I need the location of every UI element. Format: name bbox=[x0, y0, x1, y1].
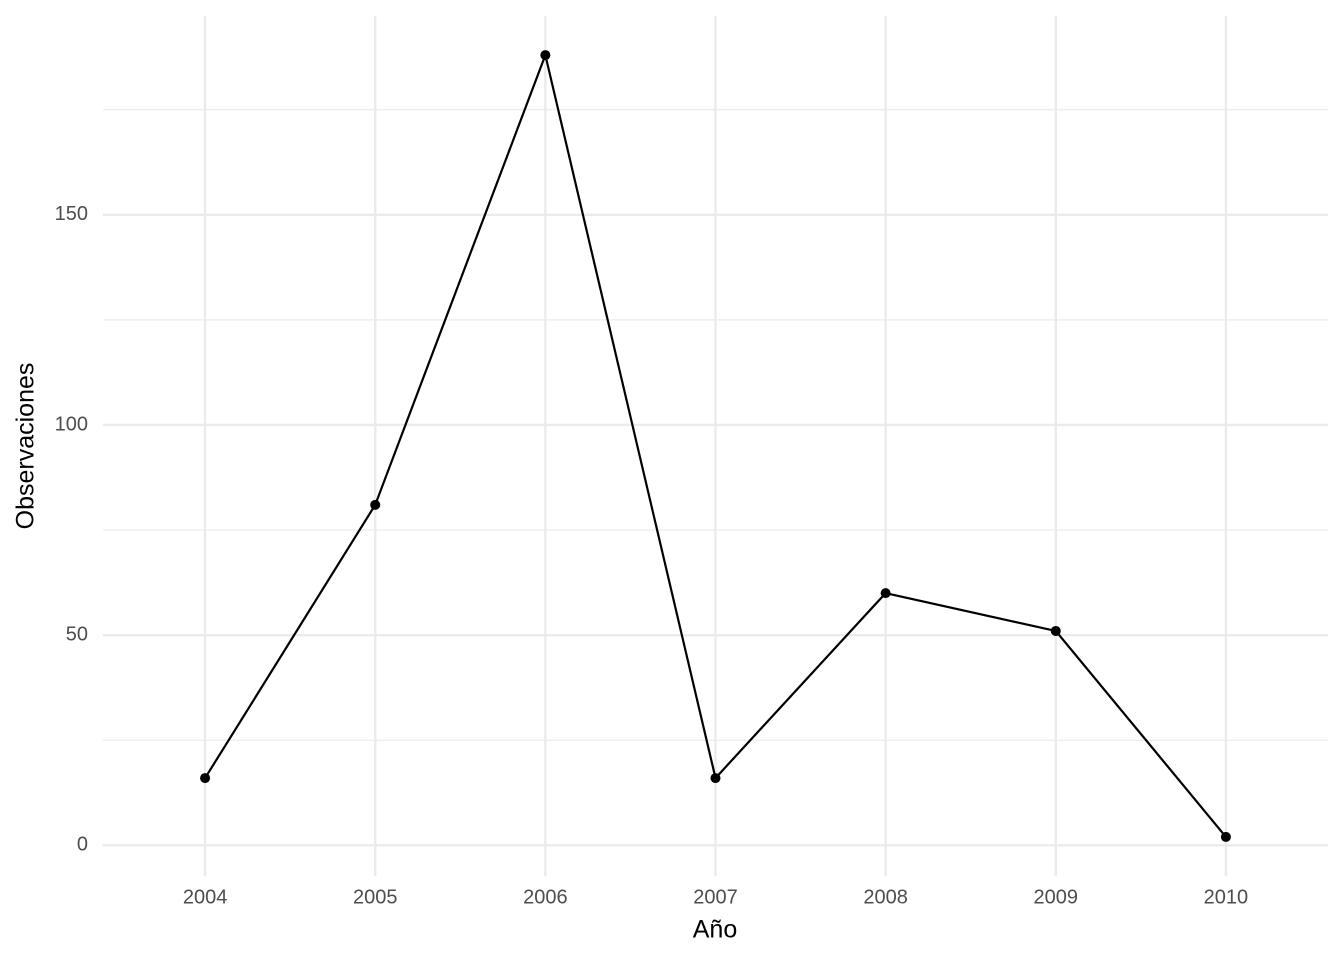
point bbox=[540, 50, 551, 61]
x-tick-label: 2006 bbox=[523, 886, 568, 908]
y-tick-label: 150 bbox=[55, 203, 88, 225]
x-tick-label: 2007 bbox=[693, 886, 738, 908]
y-axis-title: Observaciones bbox=[12, 363, 40, 530]
point bbox=[370, 499, 381, 510]
y-tick-label: 50 bbox=[66, 623, 88, 645]
x-tick-label: 2009 bbox=[1034, 886, 1079, 908]
y-tick-label: 100 bbox=[55, 413, 88, 435]
x-tick-label: 2008 bbox=[863, 886, 908, 908]
point bbox=[710, 773, 721, 784]
point bbox=[1220, 831, 1231, 842]
x-tick-label: 2005 bbox=[353, 886, 398, 908]
x-axis-title: Año bbox=[693, 916, 737, 944]
point bbox=[200, 773, 211, 784]
point bbox=[880, 588, 891, 599]
y-tick-label: 0 bbox=[77, 834, 88, 856]
x-tick-label: 2004 bbox=[183, 886, 228, 908]
point bbox=[1050, 625, 1061, 636]
x-tick-label: 2010 bbox=[1204, 886, 1249, 908]
